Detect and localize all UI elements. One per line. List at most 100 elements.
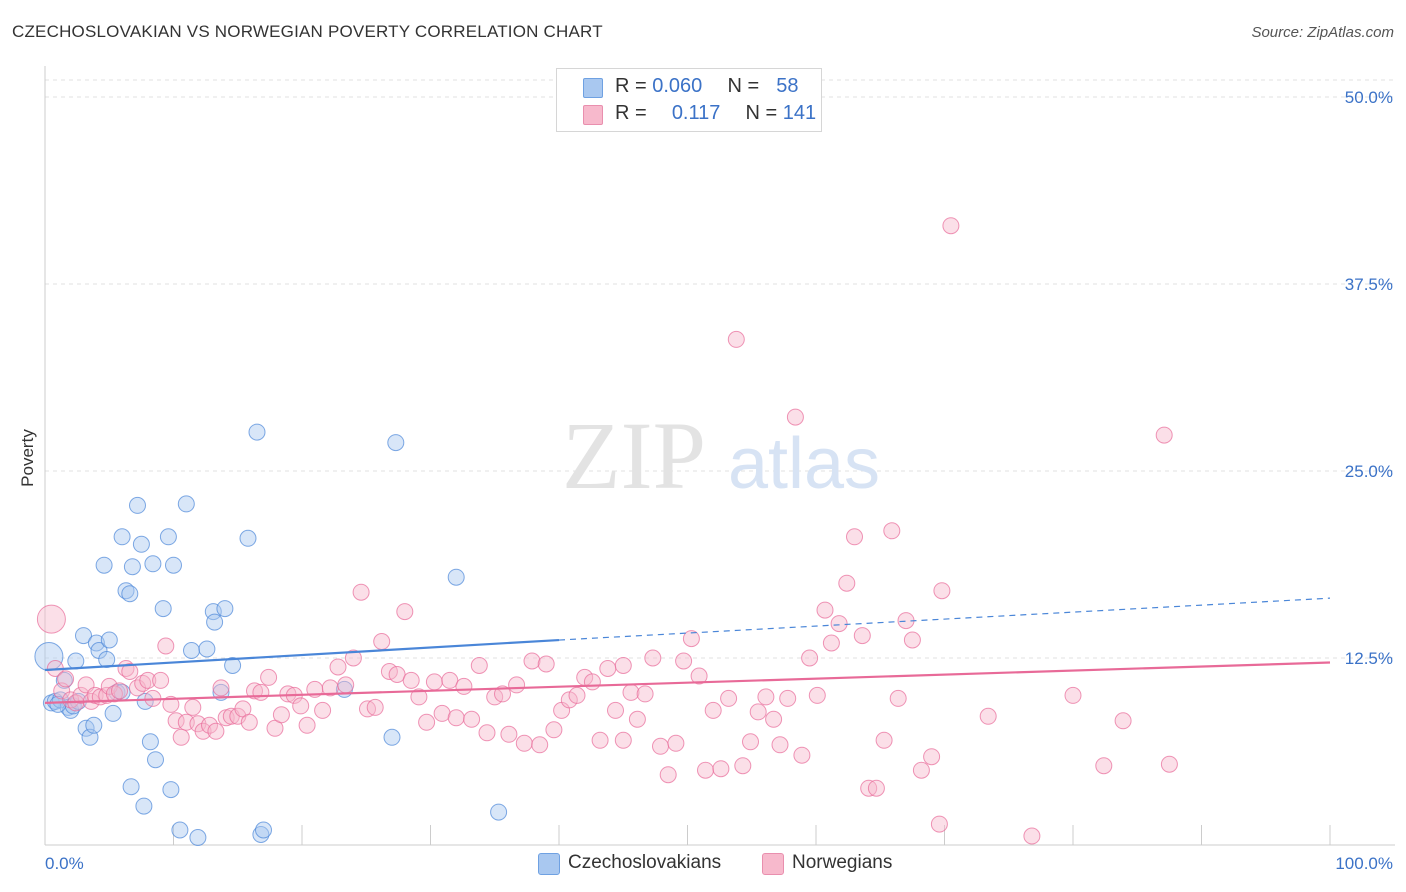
data-point[interactable]	[98, 651, 116, 668]
data-point[interactable]	[500, 725, 518, 743]
data-point[interactable]	[388, 666, 406, 683]
data-point[interactable]	[194, 722, 212, 740]
data-point[interactable]	[57, 670, 75, 688]
data-point[interactable]	[727, 330, 745, 348]
data-point[interactable]	[942, 217, 960, 235]
data-point[interactable]	[198, 640, 216, 658]
data-point[interactable]	[329, 658, 347, 676]
data-point[interactable]	[240, 713, 258, 731]
data-point[interactable]	[801, 649, 819, 667]
data-point[interactable]	[490, 803, 508, 821]
data-point[interactable]	[147, 751, 164, 769]
data-point[interactable]	[875, 731, 893, 749]
data-point[interactable]	[141, 733, 159, 751]
data-point[interactable]	[100, 631, 118, 649]
data-point[interactable]	[387, 434, 405, 452]
data-point[interactable]	[201, 716, 218, 734]
data-point[interactable]	[177, 495, 195, 513]
data-point[interactable]	[838, 574, 856, 592]
data-point[interactable]	[1160, 755, 1178, 773]
data-point[interactable]	[139, 671, 157, 689]
data-point[interactable]	[162, 695, 180, 713]
data-point[interactable]	[72, 686, 90, 704]
data-point[interactable]	[314, 701, 332, 719]
data-point[interactable]	[157, 637, 175, 655]
data-point[interactable]	[135, 797, 153, 815]
data-point[interactable]	[636, 685, 654, 703]
data-point[interactable]	[410, 688, 428, 706]
data-point[interactable]	[607, 701, 624, 719]
data-point[interactable]	[85, 716, 103, 734]
data-point[interactable]	[105, 685, 123, 703]
data-point[interactable]	[930, 815, 948, 833]
data-point[interactable]	[659, 766, 677, 784]
data-point[interactable]	[568, 686, 586, 704]
data-point[interactable]	[786, 408, 804, 426]
data-point[interactable]	[165, 556, 182, 574]
data-point[interactable]	[298, 716, 316, 734]
data-point[interactable]	[478, 724, 496, 742]
data-point[interactable]	[923, 748, 941, 766]
data-point[interactable]	[867, 779, 885, 797]
data-point[interactable]	[765, 710, 783, 728]
data-point[interactable]	[1095, 757, 1113, 775]
data-point[interactable]	[697, 761, 714, 779]
data-point[interactable]	[425, 673, 443, 691]
data-point[interactable]	[545, 721, 563, 739]
data-point[interactable]	[644, 649, 662, 667]
data-point[interactable]	[470, 657, 488, 674]
data-point[interactable]	[134, 674, 152, 692]
data-point[interactable]	[508, 676, 526, 694]
data-point[interactable]	[704, 701, 722, 719]
data-point[interactable]	[690, 667, 708, 685]
data-point[interactable]	[337, 676, 355, 694]
data-point[interactable]	[933, 582, 951, 600]
data-point[interactable]	[260, 668, 278, 686]
data-point[interactable]	[216, 600, 234, 618]
data-point[interactable]	[383, 728, 401, 746]
data-point[interactable]	[537, 655, 555, 673]
data-point[interactable]	[599, 660, 617, 677]
data-point[interactable]	[239, 529, 257, 547]
data-point[interactable]	[159, 528, 177, 546]
data-point[interactable]	[816, 601, 834, 619]
data-point[interactable]	[583, 673, 601, 691]
data-point[interactable]	[67, 652, 85, 670]
data-point[interactable]	[1023, 827, 1041, 845]
data-point[interactable]	[531, 736, 549, 754]
data-point[interactable]	[1155, 426, 1173, 444]
data-point[interactable]	[614, 731, 632, 749]
data-point[interactable]	[433, 704, 451, 722]
data-point[interactable]	[979, 707, 997, 725]
data-point[interactable]	[1114, 712, 1132, 730]
data-point[interactable]	[712, 760, 730, 778]
data-point[interactable]	[912, 761, 930, 779]
data-point[interactable]	[779, 689, 797, 707]
data-point[interactable]	[396, 603, 414, 621]
data-point[interactable]	[171, 821, 189, 839]
data-point[interactable]	[248, 423, 266, 441]
data-point[interactable]	[903, 631, 921, 649]
data-point[interactable]	[121, 585, 139, 603]
data-point[interactable]	[418, 713, 436, 731]
data-point[interactable]	[853, 627, 871, 645]
data-point[interactable]	[373, 633, 391, 650]
data-point[interactable]	[757, 688, 775, 706]
data-point[interactable]	[793, 746, 811, 764]
data-point[interactable]	[771, 736, 789, 754]
data-point[interactable]	[402, 671, 420, 689]
data-point[interactable]	[455, 677, 473, 695]
data-point[interactable]	[463, 710, 481, 728]
data-point[interactable]	[352, 583, 370, 601]
data-point[interactable]	[111, 682, 128, 700]
data-point[interactable]	[344, 649, 362, 667]
data-point[interactable]	[682, 630, 700, 648]
data-point[interactable]	[212, 679, 230, 697]
data-point[interactable]	[675, 652, 693, 670]
data-point[interactable]	[172, 728, 190, 746]
data-point[interactable]	[206, 613, 224, 631]
data-point[interactable]	[272, 706, 290, 724]
data-point[interactable]	[1064, 686, 1082, 704]
data-point[interactable]	[614, 657, 632, 674]
data-point[interactable]	[104, 704, 122, 722]
